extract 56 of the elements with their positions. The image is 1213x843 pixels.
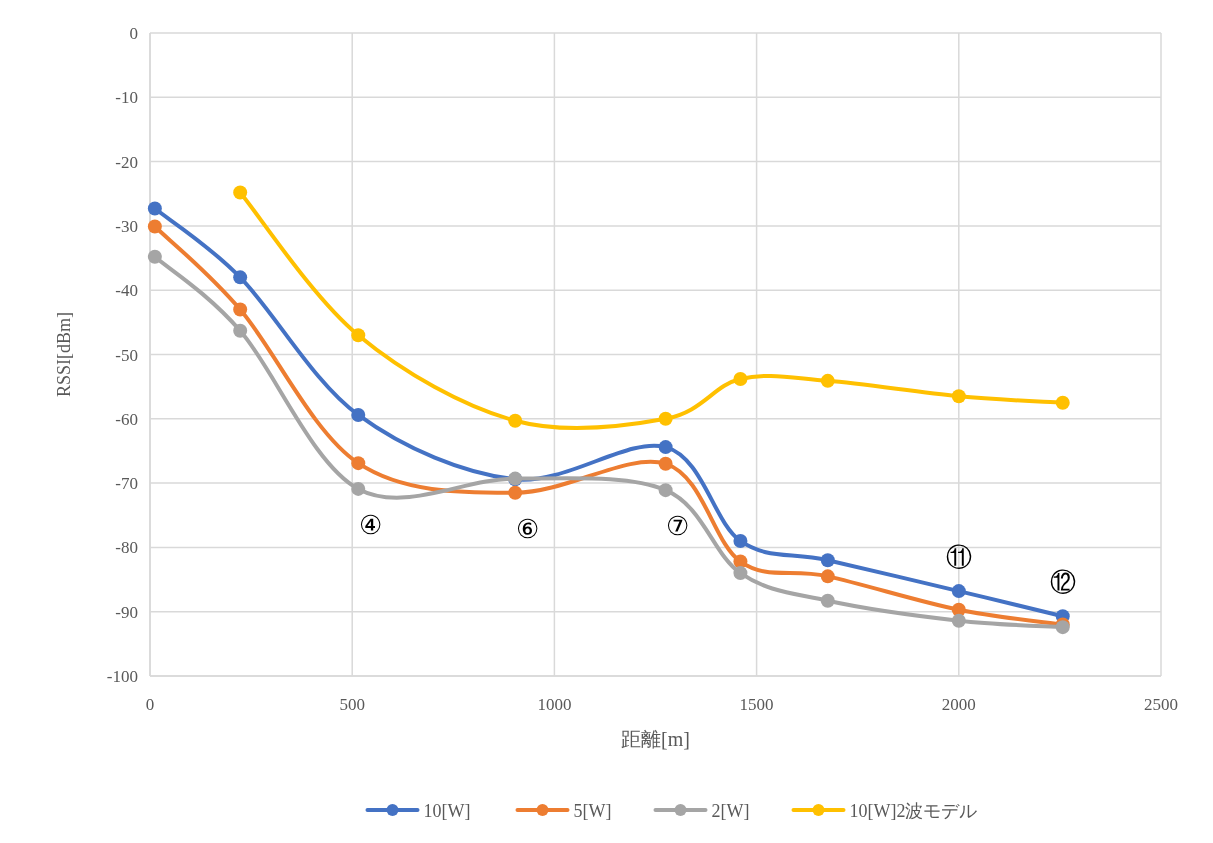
x-tick-label: 500 — [339, 695, 365, 714]
point — [951, 613, 966, 628]
point — [233, 185, 248, 200]
point — [733, 566, 748, 581]
point — [951, 389, 966, 404]
point — [147, 219, 162, 234]
y-tick-label: -80 — [115, 538, 138, 558]
point — [820, 593, 835, 608]
point — [351, 328, 366, 343]
point — [658, 440, 673, 455]
point — [351, 456, 366, 471]
point — [820, 553, 835, 568]
y-tick-label: -100 — [106, 667, 138, 686]
point — [233, 302, 248, 317]
y-tick-label: -50 — [115, 345, 138, 365]
point — [147, 249, 162, 264]
legend-label: 2[W] — [711, 801, 750, 821]
point — [1055, 395, 1070, 410]
point — [951, 584, 966, 599]
y-tick-label: -40 — [115, 281, 138, 301]
y-tick-label: -90 — [115, 602, 138, 622]
point — [233, 270, 248, 285]
annotation: ⑫ — [1049, 568, 1076, 598]
point — [658, 483, 673, 498]
annotation: ⑪ — [945, 543, 972, 573]
y-tick-label: -10 — [115, 88, 138, 108]
point — [147, 201, 162, 216]
annotation: ④ — [358, 510, 382, 540]
y-tick-label: -30 — [115, 216, 138, 236]
x-tick-label: 2500 — [1144, 695, 1178, 714]
point — [351, 481, 366, 496]
annotation: ⑥ — [515, 514, 539, 544]
point — [508, 413, 523, 428]
point — [233, 323, 248, 338]
point — [351, 407, 366, 422]
y-tick-label: -20 — [115, 152, 138, 172]
legend-label: 10[W] — [423, 801, 471, 821]
legend-label: 10[W]2波モデル — [849, 801, 978, 821]
x-tick-label: 2000 — [941, 695, 976, 714]
point — [820, 569, 835, 584]
x-tick-label: 1500 — [739, 695, 774, 714]
x-axis-title: 距離[m] — [621, 728, 690, 750]
point — [658, 456, 673, 471]
point — [508, 485, 523, 500]
y-tick-label: -70 — [115, 474, 138, 494]
annotation: ⑦ — [666, 512, 690, 542]
x-tick-label: 1000 — [537, 695, 572, 714]
y-tick-label: 0 — [129, 24, 138, 43]
point — [733, 371, 748, 386]
point — [733, 533, 748, 548]
x-tick-label: 0 — [145, 695, 155, 714]
y-tick-label: -60 — [115, 409, 138, 429]
y-axis-title: RSSI[dBm] — [54, 311, 74, 398]
point — [658, 411, 673, 426]
legend-label: 5[W] — [573, 801, 612, 821]
point — [820, 373, 835, 388]
